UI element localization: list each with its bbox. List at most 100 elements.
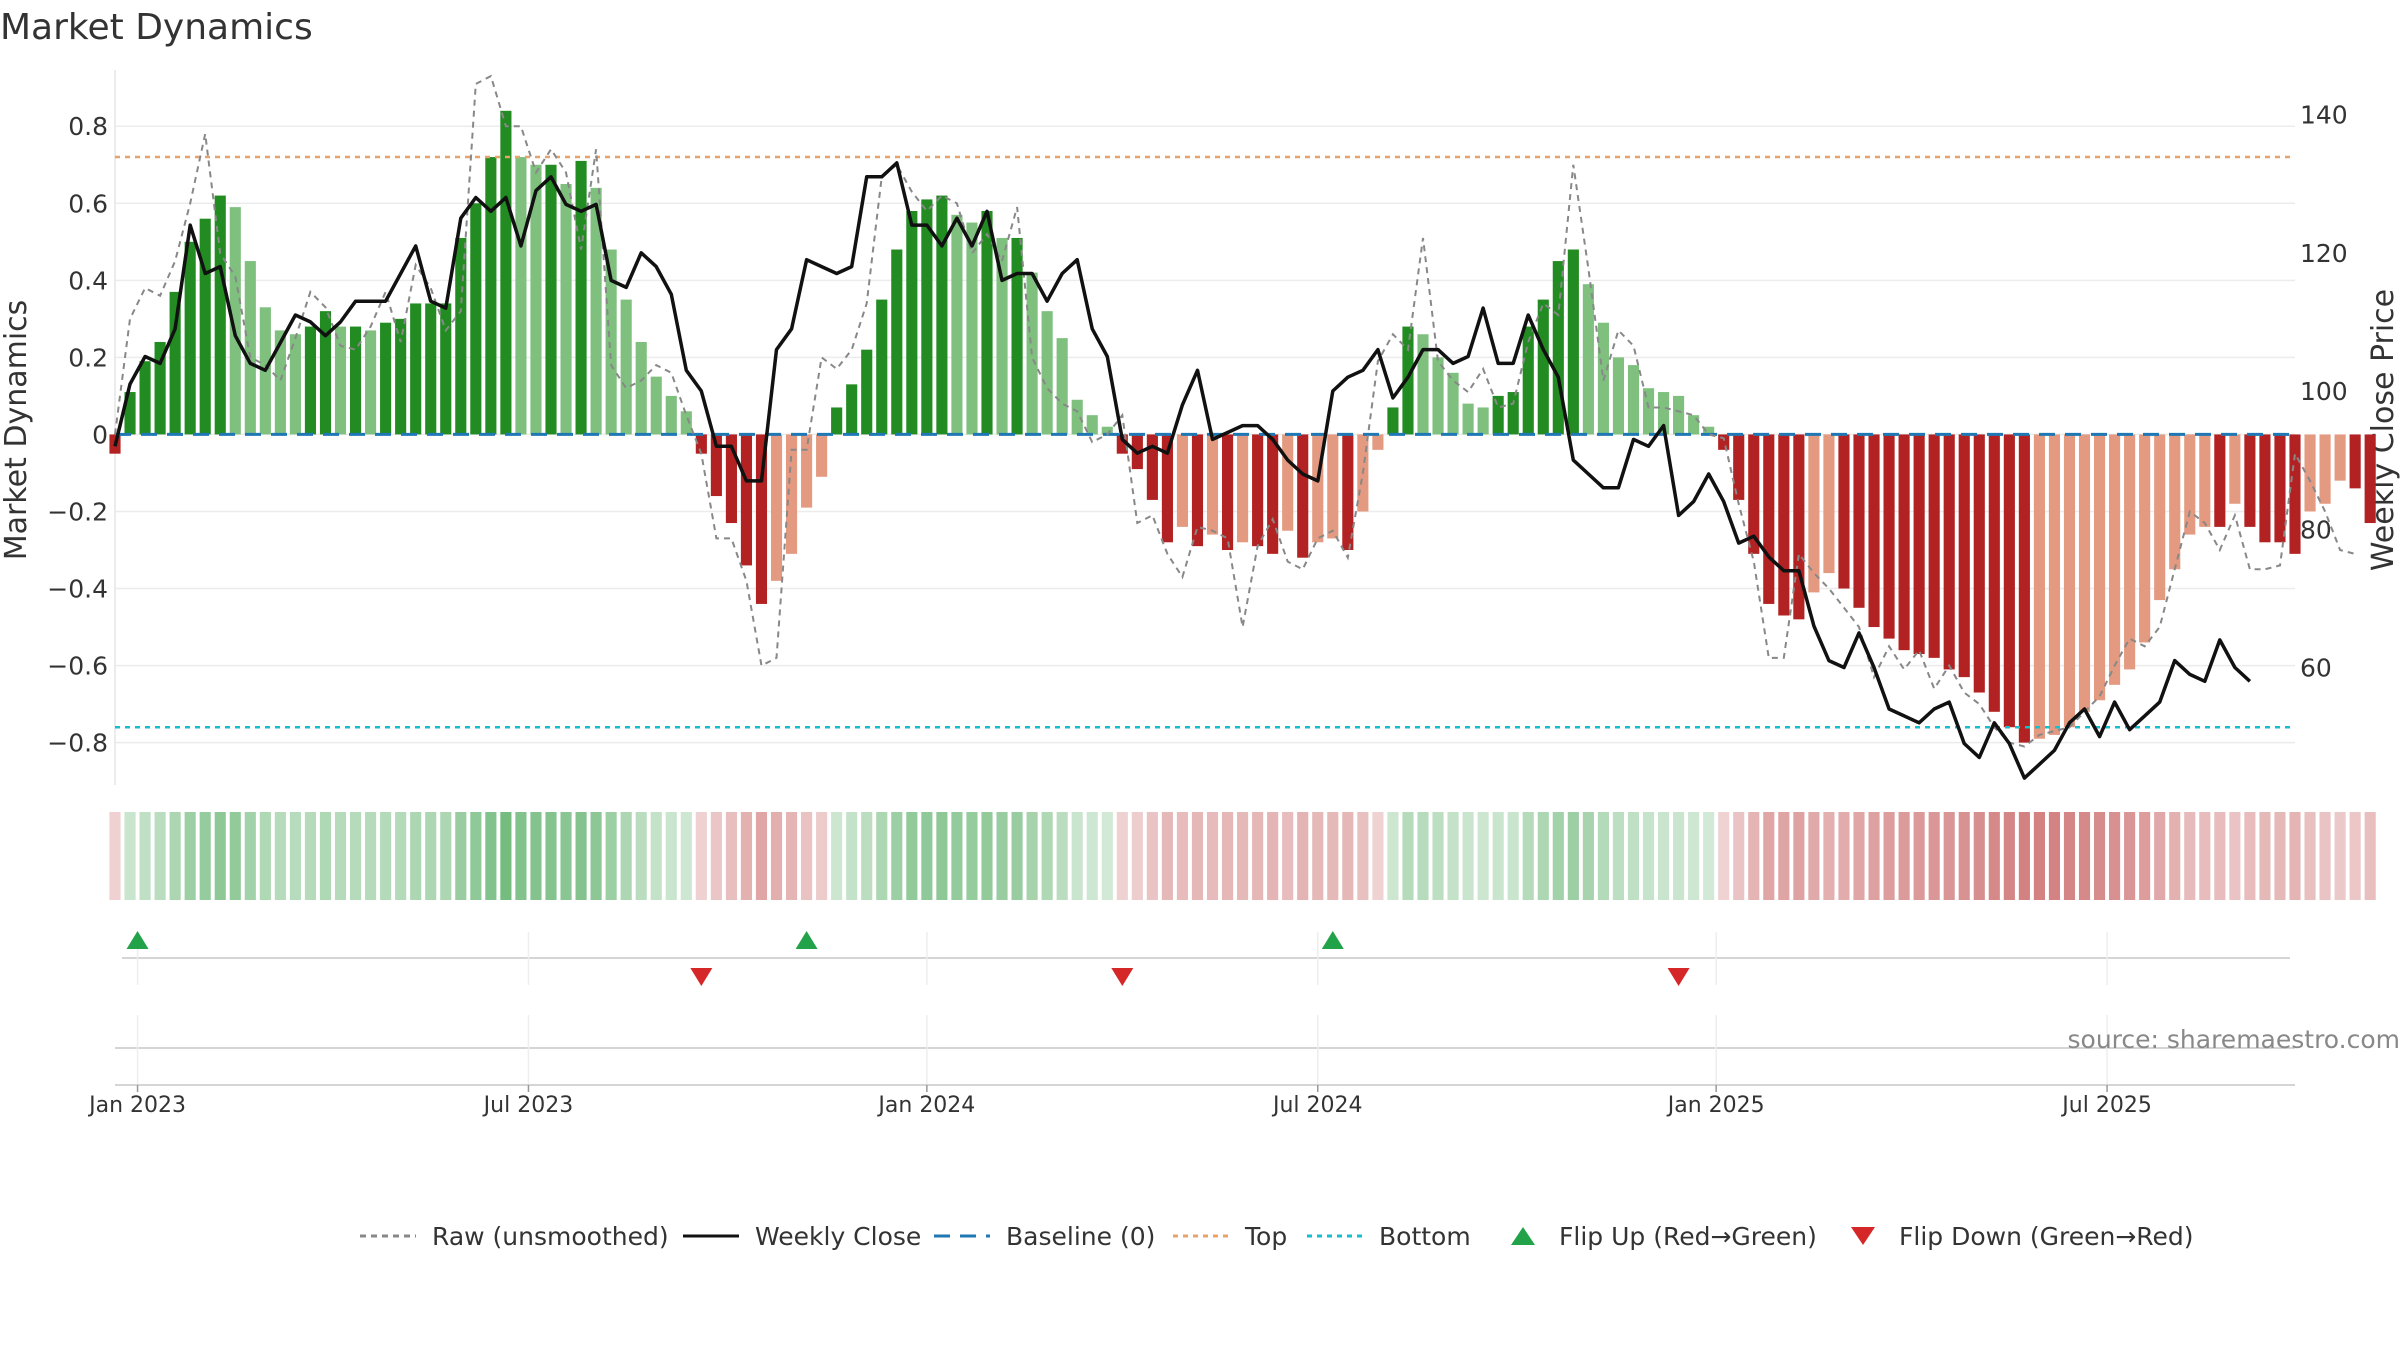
heat-strip-cell [500,812,512,900]
dynamics-bar [380,322,392,435]
dynamics-bar [1071,399,1083,435]
legend-label: Bottom [1379,1222,1471,1251]
heat-strip-cell [289,812,301,900]
dynamics-bar [1883,434,1895,639]
dynamics-bar [966,222,978,435]
heat-strip-cell [530,812,542,900]
dynamics-bar [981,210,993,435]
heat-strip-cell [1206,812,1219,900]
chart-title: Market Dynamics [0,7,313,48]
dynamics-bar [996,237,1008,435]
flip-down-marker [1667,968,1690,986]
dynamics-bar [1402,326,1414,435]
heat-strip-cell [2334,812,2346,900]
dynamics-bar [304,326,317,435]
dynamics-bar [1417,334,1429,435]
heat-strip-cell [139,812,151,900]
heat-strip-cell [259,812,271,900]
dynamics-bar [1237,434,1249,543]
flip-down-marker [1111,968,1134,986]
heat-strip-cell [1462,812,1474,900]
legend-label: Top [1244,1222,1287,1251]
heat-strip-cell [1071,812,1083,900]
dynamics-bar [1297,434,1309,558]
dynamics-bar [1507,392,1519,435]
right-tick-label: 60 [2300,654,2332,683]
heat-strip-cell [1146,812,1158,900]
heat-strip-cell [1778,812,1790,900]
heat-strip-cell [334,812,347,900]
heat-strip-cell [590,812,602,900]
dynamics-bar [1252,434,1264,547]
dynamics-bar [1688,415,1700,435]
heat-strip-cell [861,812,873,900]
heat-strip [109,812,2376,900]
heat-strip-cell [169,812,181,900]
heat-strip-cell [1973,812,1985,900]
dynamics-bar [1657,392,1670,435]
dynamics-bar [349,326,362,435]
dynamics-bar [695,434,707,454]
dynamics-bar [770,434,783,581]
right-axis-label: Weekly Close Price [2366,289,2400,571]
heat-strip-cell [755,812,768,900]
heat-strip-cell [2154,812,2166,900]
heat-strip-cell [2018,812,2030,900]
heat-strip-cell [2093,812,2106,900]
heat-strip-cell [2124,812,2136,900]
dynamics-bar [545,164,557,435]
dynamics-bar [289,334,301,435]
heat-strip-cell [380,812,392,900]
heat-strip-cell [2063,812,2076,900]
heat-strip-cell [1252,812,1264,900]
dynamics-bar [1221,434,1234,550]
heat-strip-cell [1432,812,1444,900]
legend-item: Bottom [1307,1222,1471,1251]
legend-swatch [1851,1227,1875,1245]
heat-strip-cell [1718,812,1730,900]
heat-strip-cell [921,812,933,900]
dynamics-bar [1808,434,1820,593]
dynamics-bar [1928,434,1940,658]
left-tick-label: −0.6 [47,652,108,681]
dynamics-bar [530,164,542,435]
dynamics-bar [575,160,587,435]
heat-strip-cell [2349,812,2361,900]
dynamics-bar [2139,434,2151,643]
dynamics-bar [740,434,753,566]
heat-strip-cell [981,812,993,900]
heat-strip-cell [996,812,1008,900]
dynamics-bar [244,261,256,435]
left-tick-label: −0.4 [47,575,108,604]
dynamics-bar [485,157,497,435]
dynamics-bar [139,361,151,435]
left-tick-label: 0.8 [68,112,108,141]
dynamics-bar [936,195,948,435]
dynamics-bar [1041,311,1053,435]
dynamics-bar [1056,338,1068,435]
dynamics-bar [1763,434,1775,604]
heat-strip-cell [635,812,647,900]
dynamics-bar [2109,434,2121,685]
dynamics-bar [1342,434,1354,550]
heat-strip-cell [1131,812,1143,900]
dynamics-bar [1853,434,1865,608]
dynamics-bar [1612,357,1625,435]
heat-strip-cell [2109,812,2121,900]
dynamics-bar [2364,434,2376,524]
heat-strip-cell [1552,812,1564,900]
time-axis: Jan 2023 Jul 2023 Jan 2024 Jul 2024 Jan 2025… [87,1084,2295,1118]
dynamics-bar [2289,434,2301,554]
legend-label: Raw (unsmoothed) [432,1222,669,1251]
x-tick-label: Jul 2025 [2060,1093,2152,1118]
dynamics-bar [951,214,963,435]
dynamics-bar [1191,434,1204,547]
heat-strip-cell [425,812,437,900]
heat-strip-cell [1402,812,1414,900]
heat-strip-cell [1537,812,1549,900]
heat-strip-cell [695,812,707,900]
x-tick-label: Jan 2025 [1666,1093,1765,1118]
dynamics-bar [755,434,768,604]
dynamics-bar [2063,434,2076,728]
